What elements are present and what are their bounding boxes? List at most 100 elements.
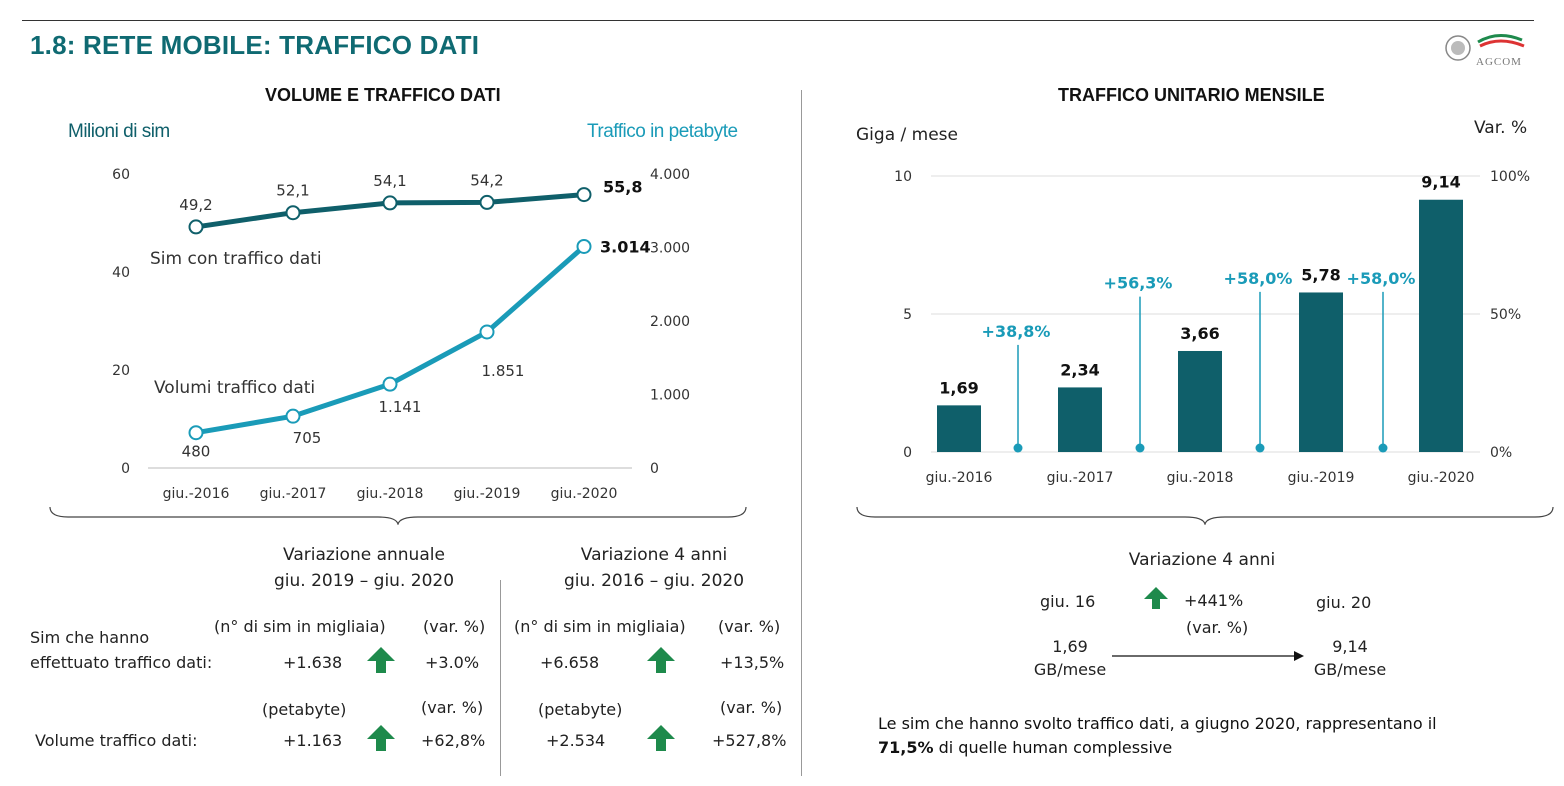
variation-dot bbox=[1255, 443, 1265, 453]
right-chart-title: TRAFFICO UNITARIO MENSILE bbox=[1058, 85, 1325, 105]
sim-data-label: 52,1 bbox=[276, 182, 309, 200]
x-tick-label: giu.-2016 bbox=[926, 470, 993, 486]
y-right-tick-label: 100% bbox=[1490, 169, 1530, 185]
row1-pct-annual: (var. %) bbox=[423, 617, 486, 636]
row2-var-4y: +527,8% bbox=[712, 731, 787, 750]
bar-value-label: 2,34 bbox=[1060, 360, 1099, 379]
left-chart-title: VOLUME E TRAFFICO DATI bbox=[265, 85, 501, 105]
series-label-traffic: Volumi traffico dati bbox=[154, 378, 315, 398]
summary-arrow bbox=[1112, 651, 1304, 661]
bar bbox=[1299, 292, 1343, 452]
variation-label: +38,8% bbox=[982, 322, 1051, 341]
annual-header-2: giu. 2019 – giu. 2020 bbox=[273, 571, 455, 591]
y-left-tick-label: 40 bbox=[112, 265, 130, 281]
traffic-data-label: 705 bbox=[293, 429, 322, 447]
bar-value-label: 3,66 bbox=[1180, 324, 1219, 343]
left-axis-title: Milioni di sim bbox=[68, 121, 170, 142]
summary-to-value: 9,14 bbox=[1332, 637, 1368, 656]
four-year-header-2: giu. 2016 – giu. 2020 bbox=[563, 571, 745, 591]
agcom-logo-icon bbox=[1445, 34, 1525, 61]
bar-value-label: 9,14 bbox=[1421, 173, 1460, 192]
series-label-sim: Sim con traffico dati bbox=[150, 249, 322, 269]
page-title: 1.8: RETE MOBILE: TRAFFICO DATI bbox=[30, 30, 480, 60]
y-right-tick-label: 0% bbox=[1490, 445, 1512, 461]
bar bbox=[1178, 350, 1222, 452]
row1-label-line2: effettuato traffico dati: bbox=[30, 653, 213, 672]
row2-value-4y: +2.534 bbox=[546, 731, 606, 750]
x-tick-label: giu.-2020 bbox=[551, 486, 618, 502]
traffic-point bbox=[479, 324, 495, 340]
bar-value-label: 1,69 bbox=[939, 378, 978, 397]
variation-label: +58,0% bbox=[1224, 269, 1293, 288]
sim-data-label: 54,2 bbox=[470, 171, 503, 189]
x-tick-label: giu.-2017 bbox=[1047, 470, 1114, 486]
y-right-tick-label: 3.000 bbox=[650, 241, 690, 257]
summary-to-unit: GB/mese bbox=[1313, 660, 1387, 679]
variation-dot bbox=[1135, 443, 1145, 453]
y-left-tick-label: 60 bbox=[112, 167, 130, 183]
up-arrow-icon bbox=[367, 647, 395, 673]
annual-header-1: Variazione annuale bbox=[283, 545, 445, 565]
y-left-tick-label: 20 bbox=[112, 363, 130, 379]
bar-chart: 05100%50%100%1,692,343,665,789,14giu.-20… bbox=[894, 169, 1530, 486]
x-tick-label: giu.-2020 bbox=[1408, 470, 1475, 486]
traffic-point bbox=[285, 408, 301, 424]
y-left-tick-label: 0 bbox=[121, 461, 130, 477]
y-left-tick-label: 10 bbox=[894, 169, 912, 185]
y-right-tick-label: 0 bbox=[650, 461, 659, 477]
sim-data-label: 55,8 bbox=[603, 178, 642, 197]
traffic-data-label: 1.851 bbox=[482, 362, 525, 380]
traffic-data-label: 480 bbox=[182, 443, 211, 461]
table-divider bbox=[500, 580, 501, 776]
bar-value-label: 5,78 bbox=[1301, 265, 1340, 284]
summary-header: Variazione 4 anni bbox=[1128, 550, 1276, 570]
row1-pct-4y: (var. %) bbox=[718, 617, 781, 636]
sim-data-label: 49,2 bbox=[179, 196, 212, 214]
line-chart: 0 20 40 60 0 1.000 2.000 3.000 4.000 giu.-2016 giu… bbox=[112, 167, 690, 502]
x-tick-label: giu.-2017 bbox=[260, 486, 327, 502]
up-arrow-icon bbox=[647, 725, 675, 751]
bar bbox=[1058, 387, 1102, 452]
row1-unit-annual: (n° di sim in migliaia) bbox=[214, 617, 386, 636]
y-right-tick-label: 4.000 bbox=[650, 167, 690, 183]
x-tick-label: giu.-2019 bbox=[454, 486, 521, 502]
right-brace bbox=[856, 506, 1554, 525]
up-arrow-icon bbox=[647, 647, 675, 673]
row1-unit-4y: (n° di sim in migliaia) bbox=[514, 617, 686, 636]
x-tick-label: giu.-2018 bbox=[357, 486, 424, 502]
traffic-data-label: 1.141 bbox=[379, 398, 422, 416]
traffic-data-label: 3.014 bbox=[600, 237, 651, 256]
sim-point bbox=[188, 219, 204, 235]
row2-unit-annual: (petabyte) bbox=[262, 700, 347, 719]
row1-value-4y: +6.658 bbox=[540, 653, 600, 672]
traffic-point bbox=[188, 425, 204, 441]
y-right-tick-label: 50% bbox=[1490, 307, 1521, 323]
left-brace bbox=[49, 506, 747, 525]
y-right-tick-label: 2.000 bbox=[650, 314, 690, 330]
up-arrow-icon bbox=[1144, 587, 1168, 609]
y-right-tick-label: 1.000 bbox=[650, 388, 690, 404]
up-arrow-icon bbox=[367, 725, 395, 751]
right-axis-title: Traffico in petabyte bbox=[587, 121, 738, 142]
sim-point bbox=[576, 187, 592, 203]
summary-to-label: giu. 20 bbox=[1316, 593, 1372, 612]
row2-label: Volume traffico dati: bbox=[35, 731, 198, 750]
summary-change-unit: (var. %) bbox=[1186, 618, 1249, 637]
y-left-tick-label: 5 bbox=[903, 307, 912, 323]
x-tick-label: giu.-2018 bbox=[1167, 470, 1234, 486]
row2-pct-annual: (var. %) bbox=[421, 698, 484, 717]
row2-unit-4y: (petabyte) bbox=[538, 700, 623, 719]
sim-point bbox=[479, 194, 495, 210]
right-chart-right-axis-title: Var. % bbox=[1474, 118, 1528, 138]
traffic-point bbox=[382, 376, 398, 392]
row1-var-4y: +13,5% bbox=[720, 653, 785, 672]
x-tick-label: giu.-2019 bbox=[1288, 470, 1355, 486]
four-year-header-1: Variazione 4 anni bbox=[580, 545, 728, 565]
row2-pct-4y: (var. %) bbox=[720, 698, 783, 717]
row1-var-annual: +3.0% bbox=[425, 653, 480, 672]
summary-note: Le sim che hanno svolto traffico dati, a… bbox=[878, 714, 1437, 757]
logo-text: AGCOM bbox=[1476, 56, 1522, 68]
variation-label: +56,3% bbox=[1104, 274, 1173, 293]
variation-dot bbox=[1013, 443, 1023, 453]
bar bbox=[1419, 199, 1463, 452]
